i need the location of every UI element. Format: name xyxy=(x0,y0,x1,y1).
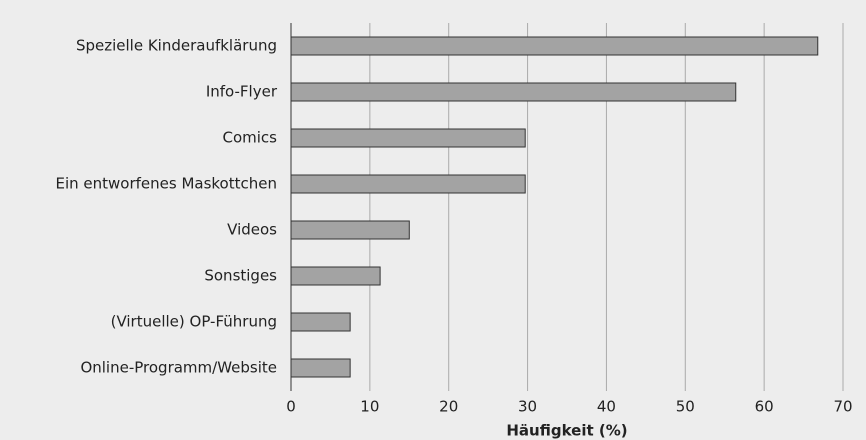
bar xyxy=(290,82,737,102)
bar xyxy=(290,174,526,194)
x-tick-label: 0 xyxy=(286,398,296,416)
x-tick-label: 20 xyxy=(439,398,458,416)
bar xyxy=(290,36,819,56)
y-tick-label: (Virtuelle) OP-Führung xyxy=(111,313,277,331)
x-tick-label: 70 xyxy=(833,398,852,416)
bar xyxy=(290,312,351,332)
y-tick-label: Info-Flyer xyxy=(206,83,278,101)
y-tick-label: Online-Programm/Website xyxy=(80,359,277,377)
x-tick-label: 10 xyxy=(360,398,379,416)
x-tick-label: 50 xyxy=(676,398,695,416)
y-tick-label: Sonstiges xyxy=(204,267,277,285)
x-axis-label: Häufigkeit (%) xyxy=(506,422,627,440)
x-tick-label: 30 xyxy=(518,398,537,416)
x-tick-label: 40 xyxy=(597,398,616,416)
y-tick-label: Videos xyxy=(227,221,277,239)
bar xyxy=(290,266,381,286)
bar xyxy=(290,128,526,148)
bar xyxy=(290,220,410,240)
y-tick-label: Spezielle Kinderaufklärung xyxy=(76,37,277,55)
y-tick-label: Ein entworfenes Maskottchen xyxy=(55,175,277,193)
y-tick-label: Comics xyxy=(223,129,278,147)
bar xyxy=(290,358,351,378)
x-tick-label: 60 xyxy=(755,398,774,416)
